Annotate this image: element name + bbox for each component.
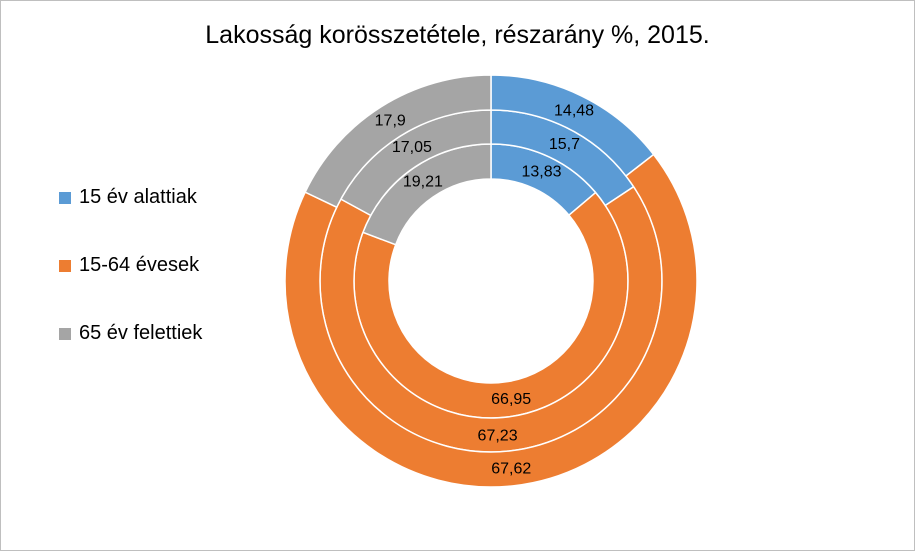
data-label-ring2-under-15: 15,7 (549, 136, 580, 153)
data-label-ring1-over-65: 19,21 (403, 174, 443, 191)
data-label-ring2-over-65: 17,05 (392, 139, 432, 156)
chart-title: Lakosság korösszetétele, részarány %, 20… (205, 21, 710, 49)
legend-label-15-64: 15-64 évesek (79, 254, 200, 276)
data-label-ring3-15-64: 67,62 (491, 460, 531, 477)
data-label-ring1-under-15: 13,83 (521, 164, 561, 181)
data-label-ring3-over-65: 17,9 (375, 113, 406, 130)
data-label-ring1-15-64: 66,95 (491, 391, 531, 408)
slice-ring3-over-65 (304, 74, 492, 209)
legend-label-over-65: 65 év felettiek (79, 322, 203, 344)
legend-swatch-over-65 (59, 327, 71, 340)
legend-item-over-65: 65 év felettiek (59, 322, 202, 345)
data-label-ring2-15-64: 67,23 (478, 427, 518, 444)
legend-label-under-15: 15 év alattiak (79, 186, 197, 208)
legend-swatch-15-64 (59, 259, 71, 272)
legend-item-15-64: 15-64 évesek (59, 254, 199, 277)
legend-swatch-under-15 (59, 191, 71, 204)
legend-item-under-15: 15 év alattiak (59, 186, 197, 209)
slice-ring3-15-64 (284, 153, 698, 488)
data-label-ring3-under-15: 14,48 (554, 103, 594, 120)
